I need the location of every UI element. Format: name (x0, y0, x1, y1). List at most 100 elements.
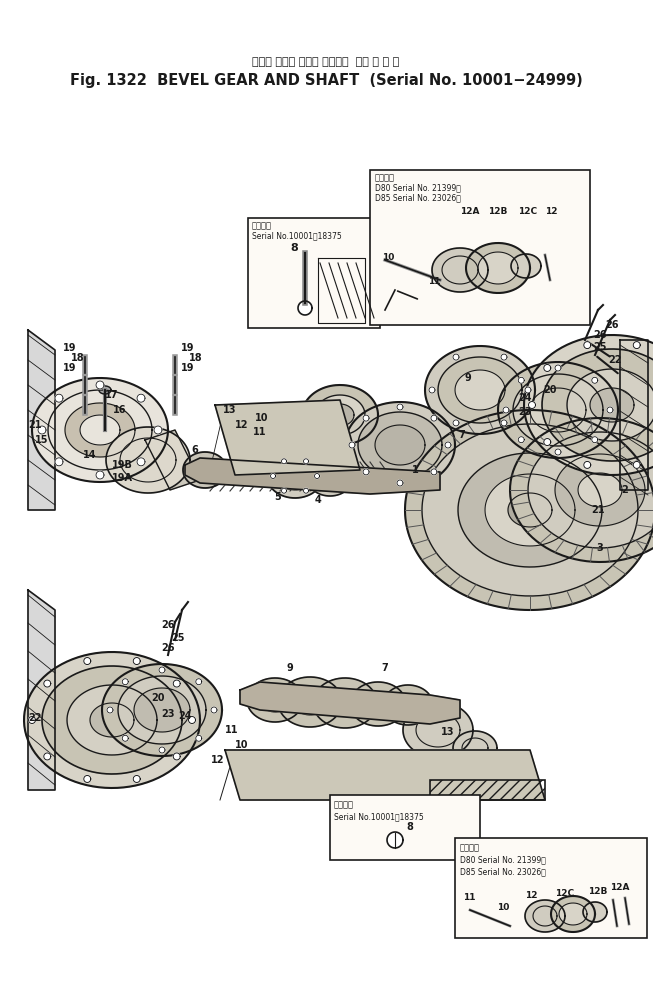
Polygon shape (501, 354, 507, 361)
Text: 18: 18 (189, 353, 203, 363)
Polygon shape (96, 381, 104, 389)
Text: 12B: 12B (588, 887, 607, 896)
Polygon shape (363, 415, 369, 422)
Polygon shape (422, 424, 638, 596)
Polygon shape (315, 474, 319, 479)
Polygon shape (584, 342, 591, 349)
Text: 12: 12 (525, 891, 537, 900)
Polygon shape (518, 436, 524, 442)
Text: 8: 8 (290, 243, 298, 253)
Polygon shape (551, 896, 595, 932)
Text: ベベル ギヤー および シャフト  （適 用 号 機: ベベル ギヤー および シャフト （適 用 号 機 (252, 57, 400, 67)
Polygon shape (501, 420, 507, 426)
Polygon shape (133, 658, 140, 665)
Text: 22: 22 (608, 355, 622, 365)
Text: 12C: 12C (518, 208, 537, 217)
Text: 22: 22 (28, 713, 42, 723)
Text: 5: 5 (275, 492, 281, 502)
Text: 13: 13 (223, 405, 237, 415)
Polygon shape (530, 388, 586, 432)
Bar (248, 218, 380, 328)
Polygon shape (44, 680, 51, 688)
Polygon shape (29, 716, 35, 724)
Polygon shape (133, 775, 140, 782)
Polygon shape (240, 682, 460, 724)
Polygon shape (592, 377, 597, 383)
Polygon shape (122, 679, 128, 685)
Polygon shape (159, 667, 165, 673)
Text: 7: 7 (458, 430, 466, 440)
Text: 23: 23 (518, 407, 532, 417)
Polygon shape (387, 832, 403, 848)
Text: 24: 24 (518, 393, 532, 403)
Text: 19: 19 (182, 363, 195, 373)
Polygon shape (555, 454, 645, 526)
Text: 適用号番: 適用号番 (375, 173, 395, 182)
Polygon shape (583, 902, 607, 922)
Polygon shape (96, 471, 104, 479)
Polygon shape (154, 426, 162, 434)
Polygon shape (513, 374, 603, 446)
Polygon shape (44, 753, 51, 760)
Polygon shape (498, 362, 618, 458)
Text: 20: 20 (543, 385, 557, 395)
Polygon shape (508, 493, 552, 527)
Polygon shape (555, 449, 561, 455)
Text: 適用号番: 適用号番 (252, 222, 272, 230)
Polygon shape (84, 658, 91, 665)
Polygon shape (458, 453, 602, 567)
Polygon shape (137, 394, 145, 402)
Text: 14: 14 (83, 450, 97, 460)
Polygon shape (350, 682, 406, 726)
Polygon shape (607, 407, 613, 413)
Polygon shape (528, 432, 653, 548)
Text: 26: 26 (593, 330, 607, 340)
Polygon shape (55, 394, 63, 402)
Text: 19: 19 (182, 343, 195, 353)
Polygon shape (99, 386, 111, 394)
Text: 26: 26 (605, 320, 619, 330)
Text: 3: 3 (597, 543, 603, 553)
Bar (370, 170, 590, 325)
Polygon shape (375, 425, 425, 465)
Text: 20: 20 (151, 693, 165, 703)
Polygon shape (383, 685, 433, 725)
Polygon shape (137, 458, 145, 466)
Polygon shape (281, 489, 287, 493)
Polygon shape (620, 340, 648, 490)
Text: 2: 2 (622, 485, 628, 495)
Polygon shape (189, 716, 195, 724)
Polygon shape (584, 461, 591, 469)
Text: 12C: 12C (555, 889, 574, 898)
Polygon shape (518, 377, 524, 383)
Polygon shape (403, 702, 473, 758)
Polygon shape (525, 387, 531, 393)
Text: 12A: 12A (610, 884, 629, 892)
Polygon shape (118, 676, 206, 744)
Text: 13: 13 (441, 727, 454, 737)
Bar (455, 838, 647, 938)
Polygon shape (429, 387, 435, 393)
Polygon shape (510, 418, 653, 562)
Polygon shape (270, 474, 276, 479)
Polygon shape (196, 735, 202, 742)
Polygon shape (102, 664, 222, 756)
Text: 11: 11 (225, 725, 239, 735)
Polygon shape (38, 426, 46, 434)
Polygon shape (397, 404, 403, 410)
Polygon shape (28, 330, 55, 510)
Polygon shape (122, 735, 128, 742)
Polygon shape (555, 365, 561, 371)
Text: 19: 19 (63, 343, 77, 353)
Polygon shape (183, 452, 227, 488)
Polygon shape (173, 680, 180, 688)
Polygon shape (633, 342, 640, 349)
Polygon shape (313, 678, 377, 728)
Text: 12: 12 (212, 755, 225, 765)
Text: 12: 12 (545, 208, 558, 217)
Polygon shape (185, 458, 440, 494)
Text: 12B: 12B (488, 208, 507, 217)
Polygon shape (503, 407, 509, 413)
Text: 9: 9 (465, 373, 471, 383)
Polygon shape (211, 707, 217, 713)
